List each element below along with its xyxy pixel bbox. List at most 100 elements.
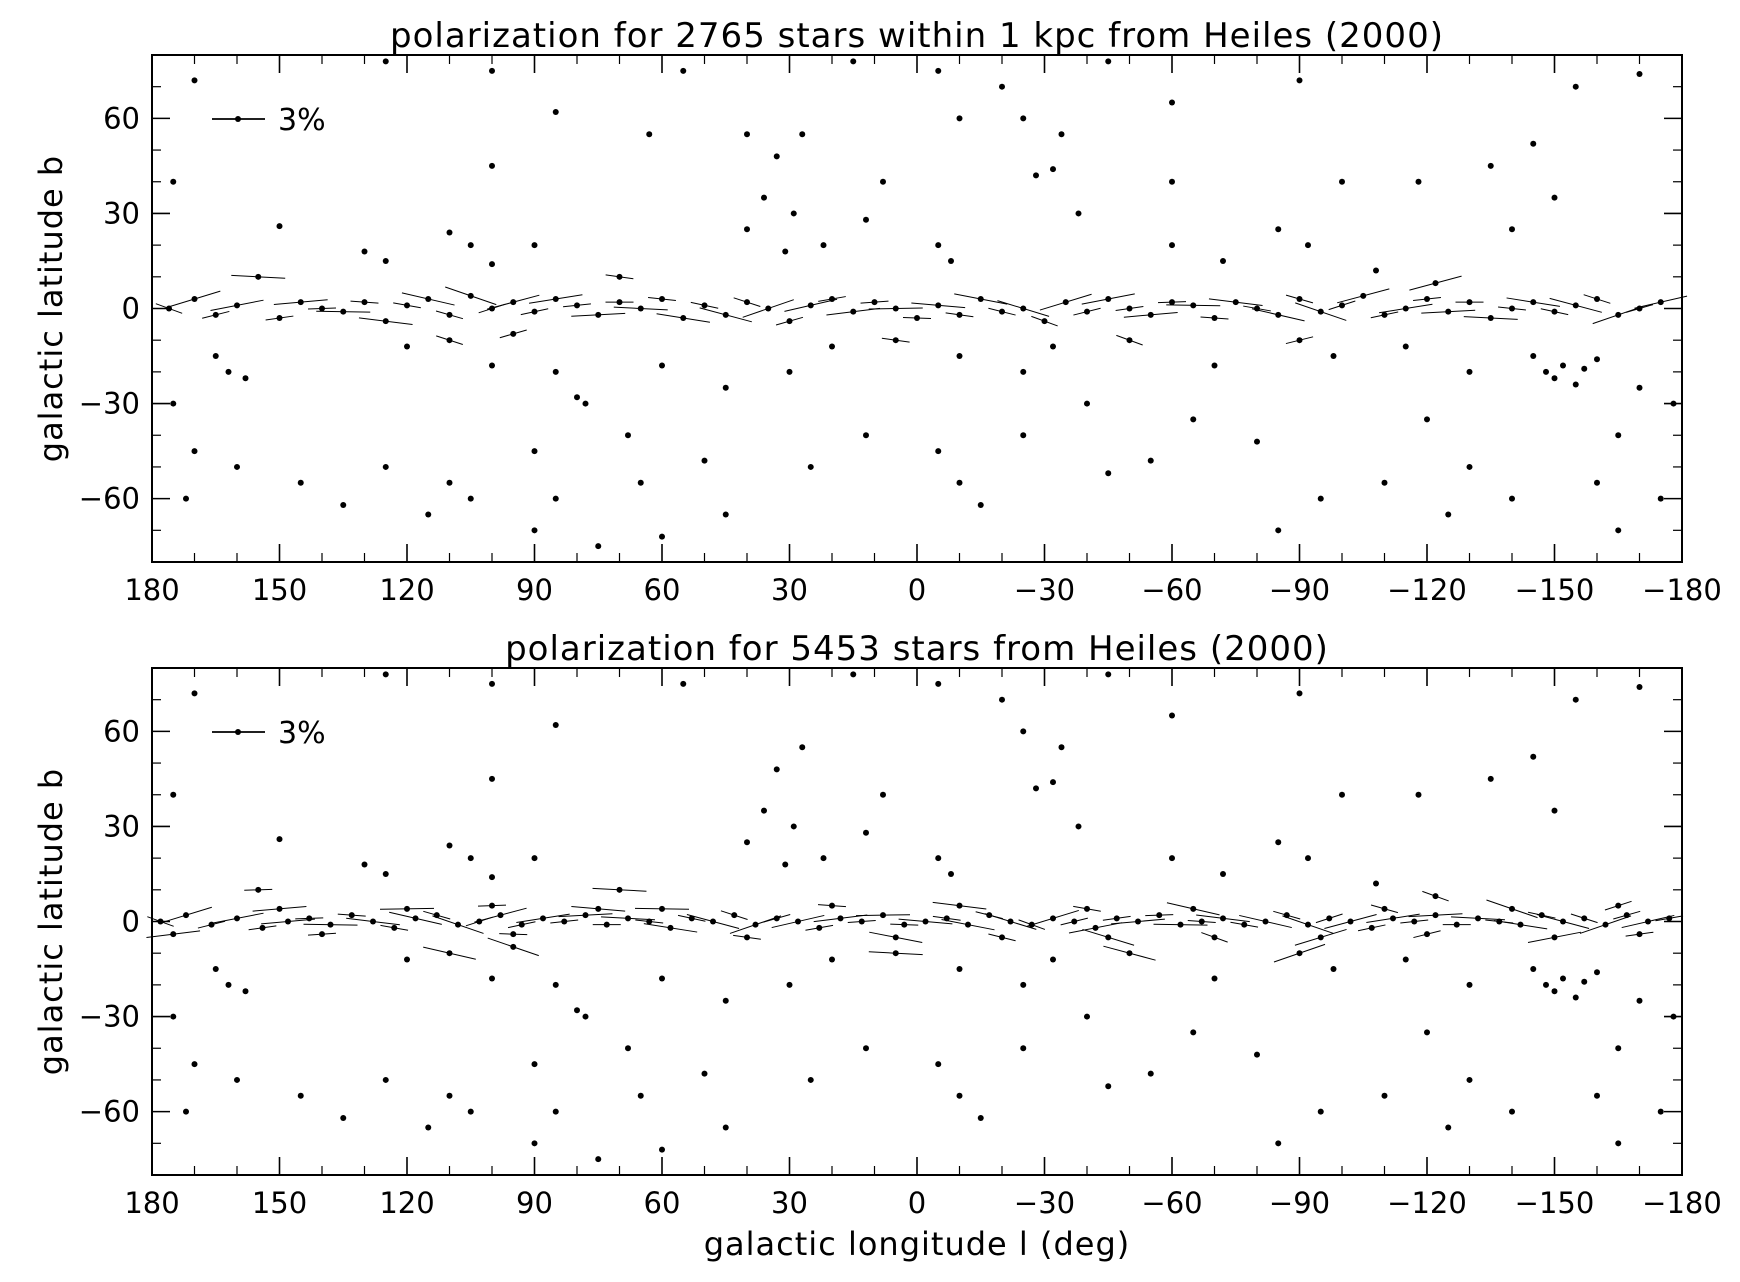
data-point — [790, 210, 797, 217]
data-point — [1033, 785, 1039, 792]
data-point — [659, 533, 665, 540]
y-axis-label: galactic latitude b — [32, 155, 70, 462]
data-point — [816, 924, 823, 931]
data-point — [1636, 684, 1643, 691]
data-point — [1466, 299, 1473, 306]
data-point — [786, 368, 793, 375]
data-point — [1594, 295, 1600, 302]
data-point — [1615, 902, 1622, 909]
data-point — [1424, 931, 1430, 938]
data-point — [242, 988, 249, 995]
data-point — [1241, 921, 1248, 928]
data-point — [786, 318, 793, 325]
x-tick-label: 150 — [252, 1186, 307, 1220]
data-point — [531, 527, 538, 534]
panel-top: polarization for 2765 stars within 1 kpc… — [32, 16, 1722, 607]
data-point — [1415, 178, 1422, 185]
data-point — [382, 463, 389, 470]
data-point — [659, 1146, 665, 1153]
data-point — [170, 400, 177, 407]
data-point — [1147, 1070, 1154, 1077]
data-point — [1156, 912, 1163, 919]
data-point — [1126, 337, 1133, 344]
data-point — [616, 886, 623, 893]
data-point — [1296, 690, 1303, 697]
y-tick-label: 30 — [103, 809, 140, 843]
x-tick-label: 180 — [124, 573, 179, 607]
data-point — [773, 153, 780, 160]
data-point — [467, 292, 474, 299]
data-point — [234, 302, 240, 309]
data-point — [863, 1045, 869, 1052]
x-tick-label: 150 — [252, 573, 307, 607]
legend-label: 3% — [278, 716, 326, 751]
data-point — [1050, 779, 1056, 786]
data-point — [361, 861, 368, 868]
data-point — [1636, 997, 1643, 1004]
data-point — [659, 295, 665, 302]
data-point — [1602, 921, 1609, 928]
data-point — [191, 448, 198, 455]
data-point — [1113, 915, 1120, 922]
data-point — [1445, 511, 1452, 518]
data-point — [1390, 915, 1396, 922]
data-point — [1581, 978, 1588, 985]
data-point — [892, 950, 899, 957]
data-point — [1105, 58, 1112, 65]
data-point — [782, 248, 789, 255]
data-point — [191, 690, 198, 697]
data-point — [1147, 311, 1154, 318]
data-point — [701, 457, 708, 464]
data-point — [340, 308, 347, 315]
data-point — [552, 1108, 559, 1115]
data-point — [935, 242, 942, 249]
data-point — [1666, 915, 1673, 922]
data-point — [489, 680, 495, 687]
data-point — [234, 915, 240, 922]
data-point — [765, 305, 772, 312]
data-point — [1432, 893, 1439, 900]
data-point — [510, 943, 517, 950]
data-point — [1135, 918, 1141, 925]
data-point — [829, 902, 835, 909]
x-tick-label: −60 — [1141, 1186, 1202, 1220]
data-point — [1347, 918, 1354, 925]
data-point — [1084, 905, 1090, 912]
data-point — [667, 924, 674, 931]
data-point — [1572, 696, 1579, 703]
data-point — [1190, 905, 1197, 912]
data-point — [1560, 362, 1566, 369]
legend-dot — [235, 729, 241, 735]
x-tick-label: −120 — [1387, 573, 1467, 607]
data-point — [1466, 463, 1473, 470]
data-point — [1517, 921, 1524, 928]
y-tick-label: 0 — [122, 905, 140, 939]
data-point — [1296, 337, 1303, 344]
data-point — [744, 934, 750, 941]
data-point — [1296, 950, 1303, 957]
y-tick-label: 0 — [122, 292, 140, 326]
legend-label: 3% — [278, 103, 326, 138]
data-point — [1615, 432, 1622, 439]
data-point — [901, 921, 908, 928]
data-point — [276, 223, 283, 230]
data-point — [1275, 1140, 1282, 1147]
data-point — [531, 308, 538, 315]
y-tick-label: −60 — [79, 482, 140, 516]
data-point — [799, 131, 806, 138]
x-tick-label: −60 — [1141, 573, 1202, 607]
data-point — [977, 1114, 984, 1121]
data-point — [340, 501, 347, 508]
data-point — [1190, 1029, 1197, 1036]
data-point — [1190, 302, 1197, 309]
data-point — [531, 855, 538, 862]
data-point — [1169, 299, 1175, 306]
data-point — [829, 343, 835, 350]
x-tick-label: −30 — [1014, 1186, 1075, 1220]
data-point — [191, 77, 198, 84]
plot-frame — [151, 667, 1683, 1176]
data-point — [820, 242, 827, 249]
data-point — [1657, 1108, 1664, 1115]
data-point — [1275, 311, 1282, 318]
x-tick-label: 60 — [644, 1186, 681, 1220]
